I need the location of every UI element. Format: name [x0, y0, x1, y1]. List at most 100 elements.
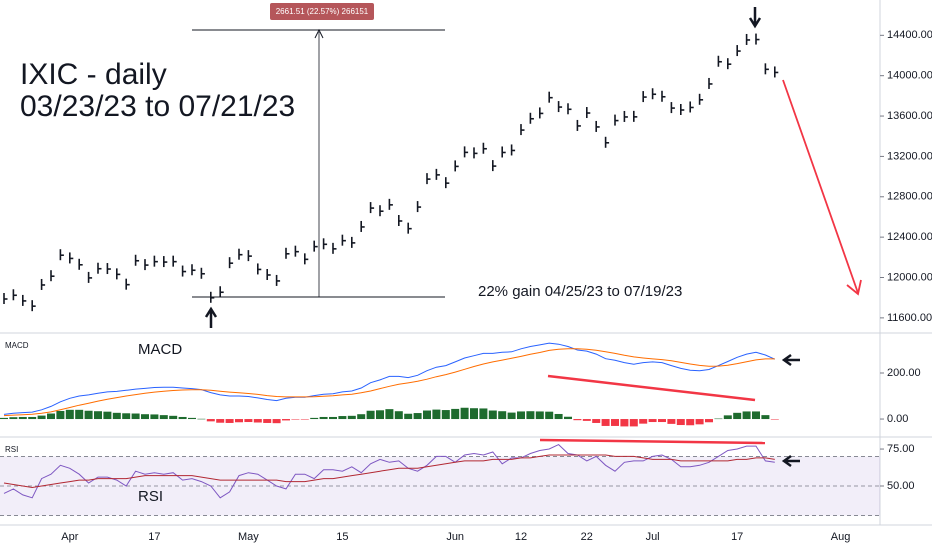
- pointer-arrow: [781, 454, 800, 468]
- histogram-bar: [592, 419, 601, 423]
- price-bar: [689, 101, 694, 113]
- histogram-bar: [253, 419, 262, 423]
- histogram-bar: [394, 411, 403, 420]
- price-bar: [482, 142, 487, 154]
- price-bar: [604, 136, 610, 148]
- indicator-line: [3, 342, 776, 415]
- price-bar: [106, 263, 111, 275]
- histogram-bar: [733, 412, 742, 420]
- price-bar: [623, 110, 628, 122]
- indicator-line: [3, 348, 775, 417]
- histogram-bar: [216, 419, 225, 423]
- histogram-bar: [695, 419, 704, 425]
- histogram-bar: [564, 416, 572, 420]
- price-bar: [388, 198, 393, 210]
- price-bar: [651, 88, 657, 100]
- price-bar: [341, 234, 346, 246]
- x-tick-label: May: [238, 531, 259, 543]
- histogram-bar: [347, 415, 356, 420]
- x-tick-label: Aug: [831, 531, 851, 543]
- histogram-bar: [9, 417, 18, 420]
- price-bar: [670, 102, 675, 114]
- price-bar: [69, 252, 74, 264]
- histogram-bar: [103, 411, 112, 420]
- x-tick-label: 15: [336, 531, 348, 543]
- histogram-bar: [169, 415, 178, 420]
- histogram-bar: [300, 419, 309, 420]
- histogram-bar: [178, 416, 187, 420]
- price-bar: [614, 114, 619, 126]
- histogram-bar: [620, 419, 629, 427]
- histogram-bar: [329, 416, 337, 420]
- histogram-bar: [75, 409, 84, 420]
- y-tick-label: 12800.00: [887, 191, 932, 203]
- price-bar: [3, 293, 8, 305]
- measure-label: 2661.51 (22.57%) 266151: [276, 7, 369, 16]
- histogram-bar: [37, 415, 46, 420]
- price-bar: [585, 107, 591, 119]
- histogram-bar: [686, 419, 695, 426]
- price-bar: [125, 278, 130, 290]
- price-bar: [59, 249, 64, 261]
- price-bar: [491, 160, 497, 172]
- price-bar: [717, 55, 722, 67]
- histogram-bar: [131, 413, 140, 420]
- y-tick-label: 13200.00: [887, 150, 932, 162]
- histogram-bar: [282, 419, 290, 421]
- histogram-bar: [112, 412, 121, 420]
- price-bar: [576, 119, 581, 131]
- price-bar: [12, 289, 17, 301]
- histogram-bar: [150, 414, 159, 420]
- histogram-bar: [573, 419, 582, 421]
- x-tick-label: Jul: [646, 531, 660, 543]
- y-tick-label: 200.00: [887, 367, 921, 379]
- histogram-bar: [357, 414, 366, 420]
- rsi-band-fill: [0, 456, 880, 516]
- divergence-line: [547, 374, 756, 402]
- price-bar: [773, 66, 779, 78]
- histogram-bar: [601, 419, 610, 426]
- histogram-bar: [56, 410, 65, 420]
- histogram-bar: [385, 409, 394, 420]
- histogram-bar: [507, 412, 516, 420]
- histogram-bar: [159, 415, 168, 420]
- histogram-bar: [272, 419, 281, 424]
- y-tick-label: 12400.00: [887, 231, 932, 243]
- price-bar: [454, 160, 459, 172]
- histogram-bar: [413, 413, 422, 420]
- x-tick-label: Apr: [61, 531, 78, 543]
- price-bar: [266, 268, 271, 280]
- price-bar: [501, 146, 506, 158]
- price-bar: [153, 255, 158, 267]
- price-bar: [407, 222, 412, 234]
- histogram-bar: [526, 411, 535, 420]
- rsi-annotation: RSI: [138, 488, 163, 505]
- y-tick-label: 13600.00: [887, 110, 932, 122]
- marks: 11600.00 12000.00 12400.00 12800.00 13200.00…: [0, 29, 932, 543]
- histogram-bar: [310, 417, 319, 420]
- histogram-bar: [28, 416, 37, 420]
- x-tick-label: 17: [148, 531, 160, 543]
- histogram-bar: [206, 419, 215, 422]
- histogram-bar: [291, 419, 300, 420]
- price-bar: [473, 147, 478, 159]
- x-tick-label: 12: [515, 531, 527, 543]
- histogram-bar: [94, 411, 102, 420]
- chart-title: IXIC - daily: [20, 58, 167, 91]
- measure-label-box: [270, 3, 374, 20]
- histogram-bar: [225, 419, 234, 423]
- histogram-bar: [319, 416, 328, 420]
- histogram-bar: [244, 419, 253, 423]
- indicator-line: [3, 454, 775, 489]
- panel-label: MACD: [5, 341, 29, 350]
- pointer-arrow: [204, 306, 218, 328]
- histogram-bar: [338, 416, 347, 420]
- price-bar: [228, 257, 234, 269]
- price-bar: [163, 256, 168, 268]
- price-bar: [369, 202, 375, 214]
- histogram-bar: [404, 413, 413, 420]
- price-bar: [510, 144, 516, 156]
- histogram-bar: [0, 417, 8, 420]
- histogram-bar: [432, 409, 441, 420]
